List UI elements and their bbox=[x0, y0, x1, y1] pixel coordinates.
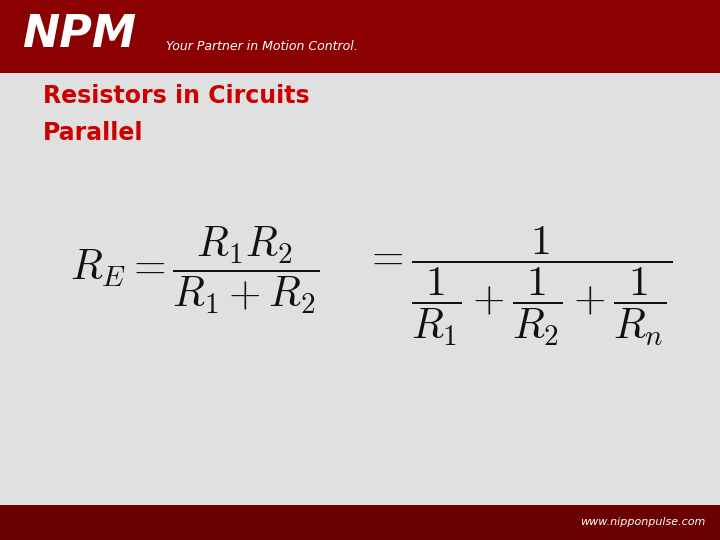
Text: Your Partner in Motion Control.: Your Partner in Motion Control. bbox=[166, 40, 357, 53]
FancyBboxPatch shape bbox=[0, 0, 720, 73]
Text: Resistors in Circuits: Resistors in Circuits bbox=[43, 84, 310, 107]
Text: $= \dfrac{1}{\dfrac{1}{R_1} + \dfrac{1}{R_2} + \dfrac{1}{R_n}}$: $= \dfrac{1}{\dfrac{1}{R_1} + \dfrac{1}{… bbox=[364, 225, 672, 348]
Text: NPM: NPM bbox=[22, 14, 136, 57]
Text: www.nipponpulse.com: www.nipponpulse.com bbox=[580, 517, 706, 528]
Text: $R_E = \dfrac{R_1 R_2}{R_1 + R_2}$: $R_E = \dfrac{R_1 R_2}{R_1 + R_2}$ bbox=[70, 225, 319, 315]
FancyBboxPatch shape bbox=[0, 505, 720, 540]
Text: Parallel: Parallel bbox=[43, 122, 144, 145]
